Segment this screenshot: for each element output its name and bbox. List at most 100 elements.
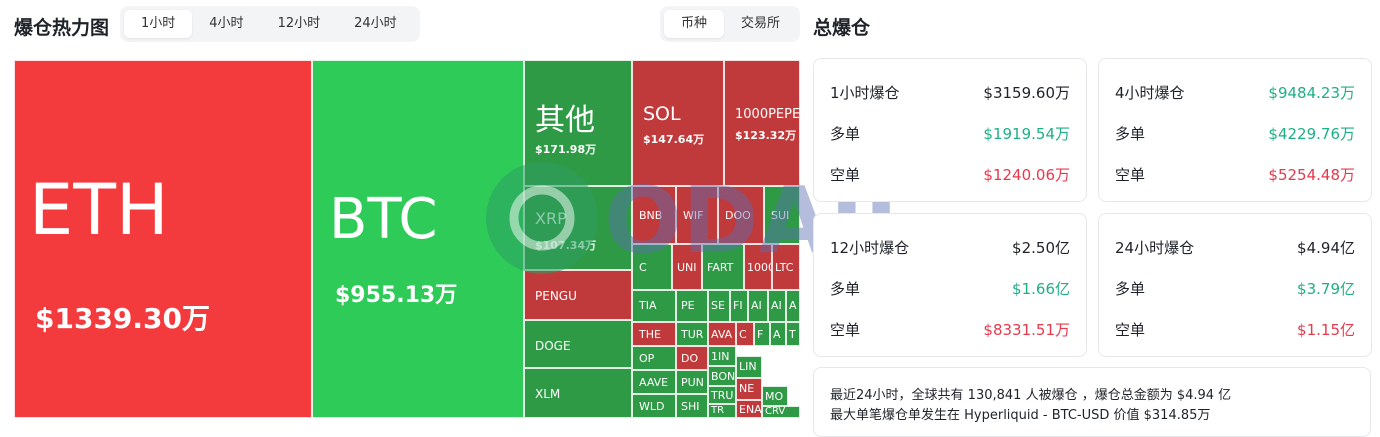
- treemap-tile-tr[interactable]: TR: [708, 404, 736, 418]
- tile-symbol: LTC: [775, 261, 794, 274]
- treemap-tile-fart[interactable]: FART: [702, 244, 744, 290]
- treemap-tile-a[interactable]: A: [786, 290, 800, 322]
- treemap-tile-c[interactable]: C: [736, 322, 754, 346]
- treemap-tile-lin[interactable]: LIN: [736, 356, 762, 378]
- treemap-tile-1in[interactable]: 1IN: [708, 346, 736, 366]
- treemap-tile-eth[interactable]: ETH $1339.30万: [14, 60, 312, 418]
- treemap-tile-1000[interactable]: 1000: [744, 244, 772, 290]
- tile-symbol: ENA: [739, 403, 762, 416]
- treemap-tile-tia[interactable]: TIA: [632, 290, 676, 322]
- tile-symbol: BTC: [329, 187, 438, 252]
- treemap-tile-doge[interactable]: DOGE: [524, 320, 632, 368]
- tile-symbol: TRU: [711, 389, 734, 402]
- treemap-tile-op[interactable]: OP: [632, 346, 676, 370]
- tile-symbol: WLD: [639, 400, 665, 413]
- tile-symbol: OP: [639, 352, 655, 365]
- treemap-tile-uni[interactable]: UNI: [672, 244, 702, 290]
- treemap-tile-pe[interactable]: PE: [676, 290, 708, 322]
- treemap-tile-se[interactable]: SE: [708, 290, 730, 322]
- treemap-tile-1000pepe[interactable]: 1000PEPE $123.32万: [724, 60, 800, 186]
- treemap-tile-tru[interactable]: TRU: [708, 386, 736, 404]
- tile-symbol: PE: [681, 299, 695, 312]
- tile-symbol: CRV: [765, 406, 786, 417]
- card-label: 4小时爆仓: [1115, 83, 1185, 102]
- tile-symbol: FI: [733, 299, 743, 312]
- treemap-tile-a[interactable]: A: [770, 322, 786, 346]
- treemap-tile-crv[interactable]: CRV: [762, 406, 800, 418]
- tile-value: $955.13万: [335, 283, 458, 308]
- summary-box: 最近24小时，全球共有 130,841 人被爆仓 ，爆仓总金额为 $4.94 亿…: [813, 367, 1371, 437]
- tab-4h[interactable]: 4小时: [209, 16, 244, 31]
- treemap-tile-xlm[interactable]: XLM: [524, 368, 632, 418]
- tile-symbol: DOGE: [535, 339, 571, 353]
- tile-symbol: MO: [765, 390, 784, 403]
- tile-symbol: TUR: [681, 328, 704, 341]
- tab-1h[interactable]: 1小时: [124, 10, 193, 38]
- short-label: 空单: [830, 320, 861, 339]
- card-total: $4.94亿: [1297, 238, 1355, 257]
- treemap-tile-ena[interactable]: ENA: [736, 400, 762, 418]
- card-total: $9484.23万: [1268, 83, 1355, 102]
- tile-symbol: PENGU: [535, 289, 577, 303]
- treemap-tile-其他[interactable]: 其他 $171.98万: [524, 60, 632, 186]
- treemap-tile-aave[interactable]: AAVE: [632, 370, 676, 394]
- long-amount: $3.79亿: [1297, 279, 1355, 298]
- summary-line-1: 最近24小时，全球共有 130,841 人被爆仓 ，爆仓总金额为 $4.94 亿: [830, 388, 1232, 403]
- treemap-tile-bnb[interactable]: BNB: [632, 186, 676, 244]
- tile-symbol: TIA: [639, 299, 657, 312]
- treemap-tile-mo[interactable]: MO: [762, 386, 788, 406]
- treemap-tile-wld[interactable]: WLD: [632, 394, 676, 418]
- tile-symbol: 1IN: [711, 350, 730, 363]
- treemap-tile-ne[interactable]: NE: [736, 378, 762, 400]
- treemap-tile-pun[interactable]: PUN: [676, 370, 708, 394]
- tile-symbol: LIN: [739, 360, 757, 373]
- treemap-tile-ltc[interactable]: LTC: [772, 244, 800, 290]
- card-total: $3159.60万: [983, 83, 1070, 102]
- treemap-tile-sol[interactable]: SOL $147.64万: [632, 60, 724, 186]
- treemap-tile-bon[interactable]: BON: [708, 366, 736, 386]
- tile-symbol: C: [739, 328, 747, 341]
- tile-symbol: T: [789, 328, 796, 341]
- treemap-tile-ai[interactable]: AI: [768, 290, 786, 322]
- stats-card-12h: 12小时爆仓 $2.50亿 多单 $1.66亿 空单 $8331.51万: [813, 213, 1087, 357]
- treemap-tile-c[interactable]: C: [632, 244, 672, 290]
- tile-symbol: XRP: [535, 209, 567, 228]
- treemap-tile-doo[interactable]: DOO: [718, 186, 764, 244]
- total-liquidation-title: 总爆仓: [813, 17, 871, 39]
- tile-value: $147.64万: [643, 133, 705, 146]
- treemap-tile-shi[interactable]: SHI: [676, 394, 708, 418]
- treemap-tile-wif[interactable]: WIF: [676, 186, 718, 244]
- tile-symbol: AI: [751, 299, 762, 312]
- treemap-tile-fi[interactable]: FI: [730, 290, 748, 322]
- tab-12h[interactable]: 12小时: [277, 16, 321, 31]
- tile-symbol: PUN: [681, 376, 704, 389]
- long-label: 多单: [1115, 279, 1146, 298]
- treemap-tile-pengu[interactable]: PENGU: [524, 270, 632, 320]
- tile-symbol: A: [773, 328, 781, 341]
- tab-coin[interactable]: 币种: [664, 10, 725, 38]
- tile-symbol: BON: [711, 370, 736, 383]
- long-amount: $1.66亿: [1012, 279, 1070, 298]
- long-label: 多单: [1115, 124, 1146, 143]
- tile-symbol: XLM: [535, 387, 561, 401]
- card-label: 12小时爆仓: [830, 238, 910, 257]
- treemap-tile-do[interactable]: DO: [676, 346, 708, 370]
- treemap-tile-t[interactable]: T: [786, 322, 800, 346]
- treemap-tile-xrp[interactable]: XRP $107.34万: [524, 186, 632, 270]
- treemap-tile-btc[interactable]: BTC $955.13万: [312, 60, 524, 418]
- tab-exchange[interactable]: 交易所: [741, 16, 781, 31]
- tile-symbol: 1000: [747, 261, 771, 274]
- card-label: 24小时爆仓: [1115, 238, 1195, 257]
- treemap-tile-f[interactable]: F: [754, 322, 770, 346]
- treemap-tile-ava[interactable]: AVA: [708, 322, 736, 346]
- long-label: 多单: [830, 124, 861, 143]
- tile-symbol: TR: [711, 405, 725, 416]
- treemap-tile-tur[interactable]: TUR: [676, 322, 708, 346]
- treemap-tile-ai[interactable]: AI: [748, 290, 768, 322]
- short-amount: $5254.48万: [1268, 165, 1355, 184]
- tab-24h[interactable]: 24小时: [354, 16, 397, 31]
- treemap-tile-sui[interactable]: SUI: [764, 186, 800, 244]
- treemap-tile-the[interactable]: THE: [632, 322, 676, 346]
- short-label: 空单: [1115, 320, 1146, 339]
- short-label: 空单: [1115, 165, 1146, 184]
